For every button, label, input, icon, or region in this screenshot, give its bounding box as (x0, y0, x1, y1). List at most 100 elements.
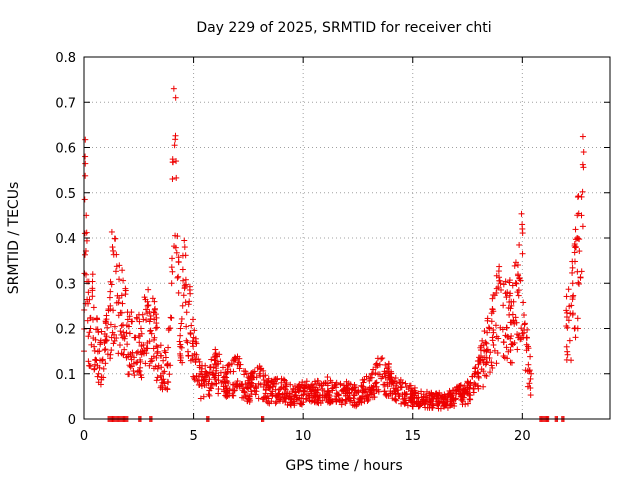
data-point (107, 351, 114, 358)
chart-title: Day 229 of 2025, SRMTID for receiver cht… (196, 20, 491, 36)
data-point (137, 371, 144, 378)
data-point (220, 374, 227, 381)
data-point-peak (137, 325, 144, 332)
data-point (492, 322, 499, 329)
data-point (269, 392, 276, 399)
data-point (153, 377, 160, 384)
data-point (487, 369, 494, 376)
data-point (443, 400, 450, 407)
data-point (99, 356, 106, 363)
data-point (153, 354, 160, 361)
data-point (489, 295, 496, 302)
data-point (92, 356, 99, 363)
data-point (136, 339, 143, 346)
data-point (175, 273, 182, 280)
data-point (131, 372, 138, 379)
data-point-peak (96, 348, 103, 355)
data-point-peak (528, 370, 535, 377)
data-point (444, 396, 451, 403)
data-point (575, 193, 582, 200)
data-point (100, 365, 107, 372)
data-point (329, 387, 336, 394)
data-point (512, 279, 519, 286)
data-point (164, 386, 171, 393)
data-point (192, 338, 199, 345)
data-point (213, 380, 220, 387)
data-point (505, 334, 512, 341)
data-point (152, 325, 159, 332)
data-point (508, 319, 515, 326)
data-point-peak (409, 388, 416, 395)
data-point (502, 278, 509, 285)
data-point (207, 384, 214, 391)
data-point (333, 398, 340, 405)
data-point (134, 315, 141, 322)
data-point (231, 387, 238, 394)
data-point (92, 336, 99, 343)
data-point (575, 279, 582, 286)
data-point (481, 372, 488, 379)
data-point (493, 360, 500, 367)
data-point (145, 286, 152, 293)
data-point (268, 398, 275, 405)
data-point (81, 251, 88, 258)
data-point-peak (85, 289, 92, 296)
data-point (126, 313, 133, 320)
data-point (174, 274, 181, 281)
data-point (91, 343, 98, 350)
data-point (426, 392, 433, 399)
data-point (114, 292, 121, 299)
data-point (382, 391, 389, 398)
data-point (527, 392, 534, 399)
data-point-peak (203, 370, 210, 377)
data-point (368, 371, 375, 378)
data-point (290, 393, 297, 400)
data-point (508, 333, 515, 340)
data-point (378, 355, 385, 362)
data-point-peak (212, 357, 219, 364)
data-point (360, 389, 367, 396)
data-point (133, 359, 140, 366)
data-point (488, 318, 495, 325)
y-tick-label: 0.6 (55, 142, 76, 157)
data-point (94, 326, 101, 333)
y-tick-label: 0.3 (55, 277, 76, 292)
data-point (467, 379, 474, 386)
data-point (569, 269, 576, 276)
data-point (491, 347, 498, 354)
data-point (179, 266, 186, 273)
data-point (212, 346, 219, 353)
data-point (178, 320, 185, 327)
data-point (82, 172, 89, 179)
data-point (128, 309, 135, 316)
data-point (171, 243, 178, 250)
data-point (571, 258, 578, 265)
data-point (406, 382, 413, 389)
y-tick-label: 0 (68, 413, 76, 428)
data-point (369, 394, 376, 401)
data-point (179, 359, 186, 366)
data-point (516, 241, 523, 248)
data-point (177, 332, 184, 339)
data-point (201, 382, 208, 389)
data-point (98, 328, 105, 335)
data-point (260, 373, 267, 380)
data-point (314, 386, 321, 393)
axis-ticks: 0 0.1 0.2 0.3 0.4 0.5 0.6 0.7 0.8 0 5 10 15 20 (55, 51, 610, 444)
data-point (112, 268, 119, 275)
data-point-peak (151, 316, 158, 323)
data-point (514, 346, 521, 353)
data-point (213, 365, 220, 372)
data-point-peak (234, 361, 241, 368)
data-point (393, 397, 400, 404)
data-point (477, 347, 484, 354)
data-point (360, 379, 367, 386)
data-point (200, 377, 207, 384)
data-point (272, 392, 279, 399)
data-point-peak (267, 384, 274, 391)
data-point (422, 398, 429, 405)
data-point (403, 397, 410, 404)
data-point-peak (170, 85, 177, 92)
data-point (181, 282, 188, 289)
data-point (173, 249, 180, 256)
